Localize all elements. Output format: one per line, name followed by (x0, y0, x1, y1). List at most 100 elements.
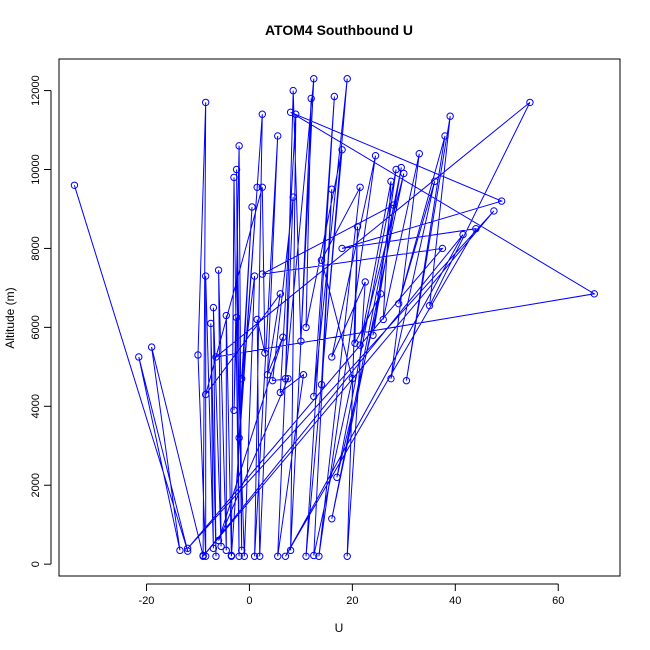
data-point (194, 351, 202, 359)
data-point (438, 244, 447, 253)
chart-title: ATOM4 Southbound U (265, 22, 413, 38)
x-tick-label: 20 (346, 595, 358, 607)
data-point (379, 315, 387, 324)
data-point (261, 349, 269, 357)
x-tick-label: 0 (246, 595, 252, 607)
data-point (302, 552, 310, 560)
data-point (297, 337, 305, 345)
data-point (590, 290, 598, 298)
data-point (289, 193, 297, 201)
data-point (394, 299, 403, 308)
data-point (361, 278, 369, 286)
data-point (230, 406, 238, 414)
data-point (317, 380, 326, 389)
data-point (222, 311, 230, 320)
data-point (348, 374, 357, 383)
data-point (248, 203, 256, 211)
data-point (490, 207, 498, 215)
plot-frame (58, 58, 621, 577)
data-point (284, 374, 292, 383)
data-point (268, 376, 277, 385)
data-point (441, 132, 449, 140)
data-point (258, 270, 266, 278)
data-point (292, 110, 300, 118)
data-point (227, 552, 236, 560)
data-point (431, 177, 439, 186)
series-line (73, 78, 596, 557)
data-point (222, 546, 230, 555)
data-point (400, 169, 408, 178)
data-point (333, 473, 341, 482)
y-tick-label: 2000 (30, 473, 42, 497)
data-point (253, 315, 261, 324)
data-point (279, 333, 287, 341)
data-point (330, 92, 339, 101)
data-point (209, 544, 218, 553)
data-point (281, 552, 290, 560)
data-point (526, 98, 534, 107)
data-point (281, 374, 290, 383)
y-tick-label: 0 (30, 561, 42, 567)
data-point (214, 266, 223, 274)
data-point (397, 163, 405, 172)
data-point (459, 230, 467, 239)
data-point (387, 177, 395, 186)
data-point (250, 272, 259, 280)
data-point (415, 150, 423, 158)
y-tick-label: 8000 (30, 236, 42, 260)
data-point (289, 86, 297, 95)
data-point (369, 331, 377, 339)
data-point (425, 301, 434, 310)
data-point (212, 552, 220, 560)
data-point (343, 552, 351, 560)
data-point (299, 371, 308, 379)
data-point (392, 165, 400, 174)
data-point (310, 392, 318, 401)
data-point (207, 319, 215, 328)
data-point (183, 547, 192, 555)
data-point (356, 183, 364, 191)
data-point (315, 552, 323, 560)
data-point (263, 371, 272, 379)
data-point (402, 376, 411, 385)
data-point (497, 197, 506, 205)
data-point (328, 353, 336, 361)
y-tick-label: 6000 (30, 315, 42, 339)
data-point (240, 552, 248, 560)
data-point (328, 185, 336, 193)
series-layer (70, 75, 598, 560)
data-point (472, 225, 480, 233)
data-point (310, 551, 318, 560)
data-point (353, 223, 362, 231)
data-point (183, 544, 192, 553)
data-point (258, 110, 266, 118)
data-point (209, 303, 218, 312)
data-point (235, 434, 243, 442)
data-point (356, 341, 364, 349)
data-point (238, 546, 246, 555)
data-point (343, 75, 351, 83)
data-point (212, 353, 220, 361)
data-point (276, 290, 285, 298)
data-point (235, 552, 243, 560)
data-point (250, 552, 259, 560)
data-point (201, 272, 210, 280)
y-tick-label: 12000 (30, 75, 42, 106)
data-point (286, 108, 295, 116)
x-axis: -20 0 20 40 60 (139, 583, 564, 607)
data-point (256, 552, 264, 560)
data-point (317, 256, 326, 264)
x-tick-label: 40 (449, 595, 461, 607)
data-point (201, 98, 210, 107)
data-point (276, 388, 285, 397)
data-point (253, 183, 261, 191)
data-point (274, 132, 282, 140)
x-tick-label: 60 (552, 595, 564, 607)
data-point (389, 201, 398, 209)
data-point (232, 313, 241, 322)
y-tick-label: 4000 (30, 394, 42, 418)
data-point (302, 323, 310, 332)
data-point (176, 546, 184, 555)
data-point (371, 151, 380, 160)
